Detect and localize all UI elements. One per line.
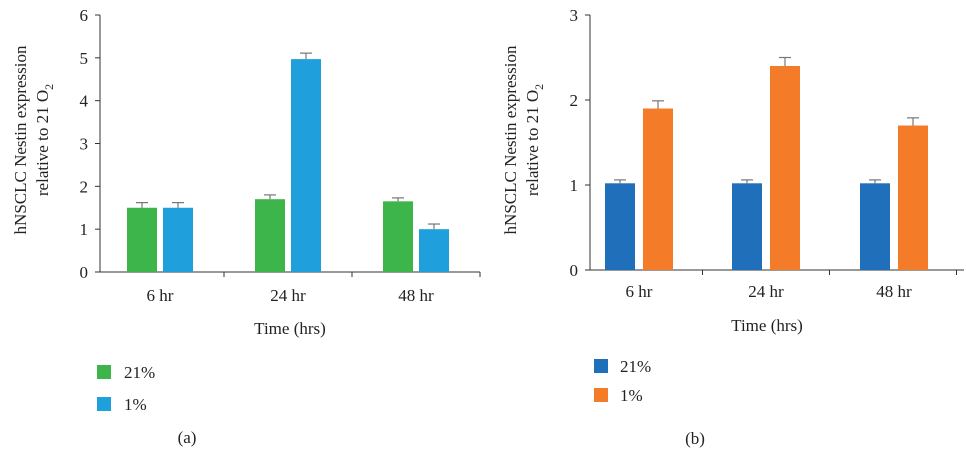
- x-tick-label: 6 hr: [626, 282, 653, 301]
- bar-1pct-2: [898, 125, 928, 270]
- legend-swatch-21pct: [97, 365, 111, 379]
- bar-1pct-2: [419, 229, 449, 272]
- y-tick-label: 2: [80, 177, 89, 196]
- y-tick-label: 0: [80, 263, 89, 282]
- bar-1pct-0: [643, 108, 673, 270]
- y-tick-label: 0: [570, 261, 579, 280]
- legend-label-21pct: 21%: [620, 357, 651, 376]
- legend-label-1pct: 1%: [124, 395, 147, 414]
- y-tick-label: 3: [80, 135, 89, 154]
- bar-21pct-2: [860, 183, 890, 270]
- bar-21pct-1: [255, 199, 285, 272]
- y-axis-label-line1: hNSCLC Nestin expression: [11, 45, 30, 234]
- y-tick-label: 1: [80, 220, 89, 239]
- legend-label-21pct: 21%: [124, 363, 155, 382]
- bar-1pct-1: [291, 59, 321, 272]
- y-tick-label: 2: [570, 91, 579, 110]
- bar-21pct-2: [383, 201, 413, 272]
- y-tick-label: 6: [80, 6, 89, 25]
- chart-panel-1: 0 1 2 3 4 5 6 6 hr 24 hr 48 hr Time (hrs) hNSCLC Ne…: [11, 6, 481, 447]
- panel-label: (a): [178, 428, 197, 447]
- panel-label: (b): [685, 429, 705, 448]
- y-tick-label: 3: [570, 6, 579, 25]
- chart-panel-2: 0 1 2 3 6 hr 24 hr 48 hr Time (hrs) hNSCLC Nesti…: [501, 6, 964, 448]
- x-tick-label: 48 hr: [876, 282, 912, 301]
- x-tick-label: 48 hr: [398, 286, 434, 305]
- y-axis-label-subscript: 2: [532, 84, 546, 90]
- legend-swatch-1pct: [594, 388, 608, 402]
- y-tick-label: 1: [570, 176, 579, 195]
- y-axis-label-line1: hNSCLC Nestin expression: [501, 45, 520, 234]
- bar-21pct-1: [732, 183, 762, 270]
- bar-1pct-0: [163, 207, 193, 272]
- y-axis-label-line2: relative to 21 O2: [523, 84, 546, 196]
- legend-swatch-1pct: [97, 397, 111, 411]
- bar-21pct-0: [127, 207, 157, 272]
- legend-label-1pct: 1%: [620, 386, 643, 405]
- y-axis-label-subscript: 2: [42, 84, 56, 90]
- bar-1pct-1: [770, 66, 800, 270]
- y-tick-label: 5: [80, 49, 89, 68]
- y-tick-label: 4: [80, 92, 89, 111]
- y-axis-label-line2: relative to 21 O2: [33, 84, 56, 196]
- legend-swatch-21pct: [594, 359, 608, 373]
- bar-21pct-0: [605, 183, 635, 270]
- x-tick-label: 24 hr: [270, 286, 306, 305]
- x-tick-label: 6 hr: [147, 286, 174, 305]
- y-axis-label: hNSCLC Nestin expression relative to 21 O…: [11, 45, 56, 234]
- x-axis-label: Time (hrs): [254, 319, 326, 338]
- y-axis-label-line2-text: relative to 21 O: [33, 90, 52, 196]
- x-axis-label: Time (hrs): [731, 316, 803, 335]
- y-axis-label: hNSCLC Nestin expression relative to 21 O…: [501, 45, 546, 234]
- x-tick-label: 24 hr: [748, 282, 784, 301]
- y-axis-label-line2-text: relative to 21 O: [523, 90, 542, 196]
